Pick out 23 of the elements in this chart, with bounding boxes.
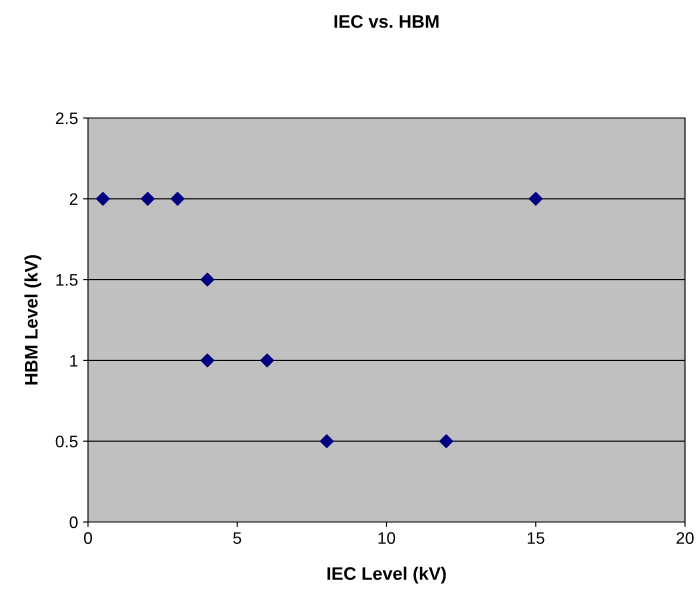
x-tick-label: 0 [84,532,92,544]
chart-title: IEC vs. HBM [334,15,438,28]
point [200,272,214,287]
y-tick-label: 2 [70,193,78,205]
point [320,434,334,448]
point [260,353,274,368]
point [528,192,543,206]
point [140,192,155,206]
y-tick-label: 1 [70,354,78,366]
y-tick-label: 1.5 [56,274,78,286]
y-tick-label: 0.5 [56,436,78,448]
x-tick-label: 5 [233,532,242,544]
point [200,353,214,368]
y-axis-title: HBM Level (kV) [24,255,42,385]
x-axis-title: IEC Level (kV) [328,566,446,584]
y-tick-label: 0 [70,516,78,528]
x-tick-label: 20 [676,532,694,544]
point [170,192,184,206]
point [439,434,454,448]
x-tick-label: 15 [528,532,544,544]
y-tick-label: 2.5 [56,112,78,124]
x-tick-label: 10 [378,532,396,544]
point [96,192,110,206]
